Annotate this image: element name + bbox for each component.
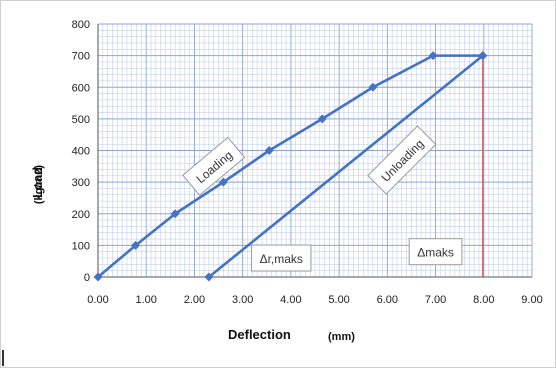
- axes: [97, 24, 532, 278]
- data-point-unloading: [204, 272, 214, 282]
- series: [93, 51, 488, 282]
- x-tick-label: 1.00: [136, 294, 157, 306]
- data-point-loading: [264, 145, 274, 156]
- annotation-text: Δmaks: [417, 246, 454, 260]
- series-line-unloading: [208, 54, 484, 279]
- tick-labels: 0.00 1.00 2.00 3.00 4.00 5.00 6.00 7.00 8.00 9.00…: [72, 19, 543, 306]
- annotation-box: Δmaks: [408, 238, 463, 266]
- y-axis-unit: (kg/m2): [33, 165, 45, 204]
- data-point-unloading: [478, 51, 488, 61]
- annotation-box-bg: [408, 238, 463, 266]
- x-axis-title: Deflection: [228, 327, 291, 342]
- annotation-box-bg: [367, 125, 437, 195]
- x-tick-label: 6.00: [377, 294, 398, 306]
- x-axis-unit: (mm): [328, 331, 355, 343]
- data-point-loading: [218, 177, 228, 187]
- frame-edge-marker: [2, 350, 4, 366]
- data-point-loading: [131, 240, 141, 250]
- x-tick-label: 7.00: [425, 294, 446, 306]
- y-axis-title: Load: [30, 167, 45, 198]
- data-point-loading: [317, 114, 327, 124]
- annotation-box-bg: [251, 244, 312, 272]
- data-point-loading: [428, 51, 438, 61]
- y-tick-label: 700: [72, 51, 90, 63]
- y-tick-label: 300: [72, 177, 90, 189]
- x-tick-label: 2.00: [184, 294, 205, 306]
- data-point-loading: [93, 272, 103, 282]
- y-tick-label: 100: [72, 240, 90, 252]
- annotation-text: Δr,maks: [260, 252, 303, 266]
- grid: [97, 23, 533, 278]
- x-tick-label: 5.00: [328, 294, 349, 306]
- x-tick-label: 8.00: [473, 294, 494, 306]
- x-tick-label: 4.00: [280, 294, 301, 306]
- y-tick-label: 200: [72, 209, 90, 221]
- y-tick-label: 800: [72, 19, 90, 31]
- y-tick-label: 400: [72, 146, 90, 158]
- x-tick-label: 9.00: [521, 294, 542, 306]
- y-tick-label: 500: [72, 114, 90, 126]
- y-tick-label: 600: [72, 82, 90, 94]
- annotation-box-bg: [182, 136, 246, 196]
- data-point-loading: [368, 82, 378, 92]
- data-point-loading: [170, 209, 180, 219]
- annotation-box: Δr,maks: [251, 244, 312, 272]
- y-tick-label: 0: [84, 272, 90, 284]
- x-tick-label: 0.00: [87, 294, 108, 306]
- x-tick-label: 3.00: [232, 294, 253, 306]
